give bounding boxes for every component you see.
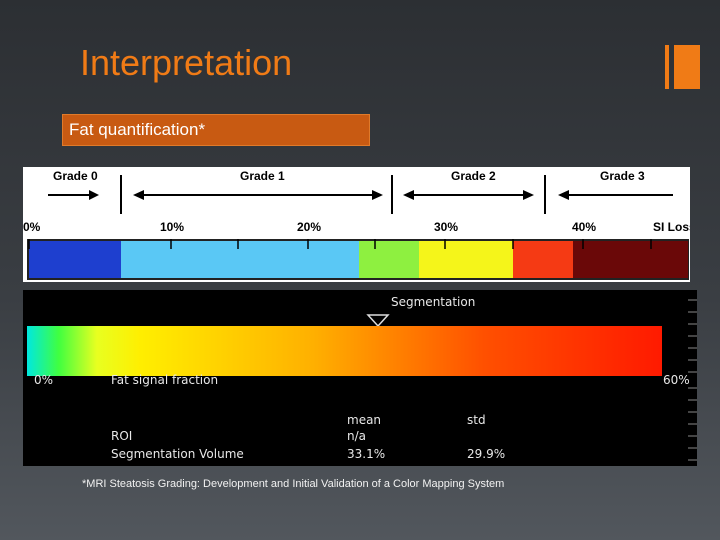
stats-row-volume-mean: 33.1% xyxy=(347,447,385,461)
segmentation-svg: Segmentation 0% Fat signal fraction 60% … xyxy=(27,295,697,461)
segmentation-figure: Segmentation 0% Fat signal fraction 60% … xyxy=(23,290,697,466)
segmentation-marker-icon xyxy=(366,314,390,328)
accent-bar-thick xyxy=(674,45,700,89)
tick-label-0: 0% xyxy=(23,220,41,234)
side-ruler xyxy=(688,299,697,461)
accent-bar-thin xyxy=(665,45,669,89)
stats-std-header: std xyxy=(467,413,486,427)
grade-0-label: Grade 0 xyxy=(53,169,98,183)
stats-row-roi-label: ROI xyxy=(111,429,132,443)
grade-0-arrow xyxy=(48,190,99,200)
slide-title: Interpretation xyxy=(80,42,293,83)
grade-3-label: Grade 3 xyxy=(600,169,645,183)
footnote: *MRI Steatosis Grading: Development and … xyxy=(82,478,505,490)
stats-row-roi-mean: n/a xyxy=(347,429,366,443)
grade-2-arrow xyxy=(403,190,534,200)
section-label-box: Fat quantification* xyxy=(62,114,370,146)
tick-label-20: 20% xyxy=(297,220,321,234)
stats-row-volume-std: 29.9% xyxy=(467,447,505,461)
grade-color-segment xyxy=(29,241,121,278)
grade-scale-svg: Grade 0 Grade 1 Grade 2 Grade 3 0% 10 xyxy=(23,169,690,280)
stats-row-volume-label: Segmentation Volume xyxy=(111,447,244,461)
tick-label-si-loss: SI Loss xyxy=(653,220,690,234)
segmentation-title: Segmentation xyxy=(391,295,475,309)
grade-1-arrow xyxy=(133,190,383,200)
grade-2-label: Grade 2 xyxy=(451,169,496,183)
grade-3-arrow xyxy=(558,190,673,200)
tick-label-40: 40% xyxy=(572,220,596,234)
tick-label-10: 10% xyxy=(160,220,184,234)
color-bar-ticks xyxy=(28,239,652,249)
grade-scale-figure: Grade 0 Grade 1 Grade 2 Grade 3 0% 10 xyxy=(23,167,690,282)
fat-signal-gradient-bar xyxy=(27,326,662,376)
gradient-max-label: 60% xyxy=(663,373,690,387)
grade-color-segment xyxy=(573,241,688,278)
grade-color-segment xyxy=(121,241,359,278)
gradient-min-label: 0% xyxy=(34,373,53,387)
gradient-axis-label: Fat signal fraction xyxy=(111,373,218,387)
grade-color-bar xyxy=(29,241,688,278)
corner-accent xyxy=(665,45,700,89)
tick-label-30: 30% xyxy=(434,220,458,234)
grade-1-label: Grade 1 xyxy=(240,169,285,183)
grade-color-segment xyxy=(359,241,419,278)
grade-color-segment xyxy=(513,241,573,278)
grade-color-segment xyxy=(419,241,513,278)
stats-mean-header: mean xyxy=(347,413,381,427)
